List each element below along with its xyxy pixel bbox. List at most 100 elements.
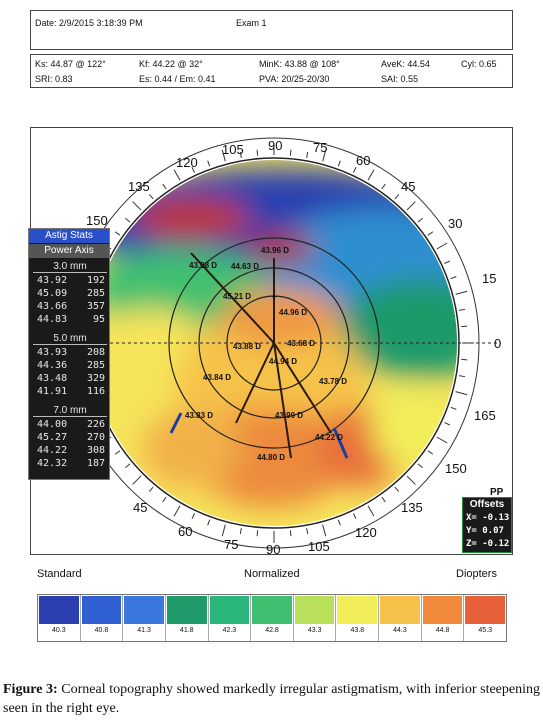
power-axis-header[interactable]: Power Axis [29, 244, 109, 258]
astig-axis: 285 [86, 288, 105, 299]
degree-tick [191, 513, 196, 520]
astig-stats-title[interactable]: Astig Stats [29, 229, 109, 243]
degree-tick [191, 166, 196, 173]
figure-caption: Figure 3: Corneal topography showed mark… [3, 680, 540, 718]
astig-stats-panel: Astig Stats Power Axis 3.0 mm 43.92 192 45.… [28, 228, 110, 480]
degree-tick [173, 169, 181, 181]
degree-tick [162, 496, 167, 503]
scale-cell: 41.3 [123, 595, 166, 641]
astig-axis: 308 [86, 445, 105, 456]
offset-y: Y= 0.07 [466, 526, 504, 536]
k-label-9: 43.83 D [185, 411, 213, 420]
scale-value: 40.8 [94, 627, 109, 634]
astig-power: 44.83 [37, 314, 68, 325]
deg-75-lower: 75 [224, 537, 238, 552]
degree-labels: 0 15 30 45 60 75 90 105 120 135 150 165 … [86, 138, 501, 555]
astig-axis: 187 [86, 458, 105, 469]
degree-tick [125, 463, 131, 469]
scale-swatch [465, 596, 506, 624]
meridian-lines [190, 252, 332, 459]
scale-value: 41.8 [179, 627, 194, 634]
svg-text:+: + [271, 292, 276, 302]
kf-value: Kf: 44.22 @ 32° [139, 59, 203, 69]
deg-120: 120 [176, 155, 198, 170]
astig-axis: 208 [86, 347, 105, 358]
offsets-title: Offsets [469, 499, 505, 510]
sri-value: SRI: 0.83 [35, 74, 73, 84]
degree-tick [207, 160, 211, 167]
offsets-box: Offsets X= -0.13 Y= 0.07 Z= -0.12 [462, 497, 512, 553]
degree-tick [306, 528, 309, 535]
k-label-2: 44.63 D [231, 262, 259, 271]
degree-tick [381, 496, 386, 503]
topography-svg: + 43.96 D 44.63 D 43.08 D 44.96 D 43.88 … [68, 137, 501, 555]
k-label-6: 43.68 D [287, 339, 315, 348]
astig-power: 41.91 [37, 386, 68, 397]
astig-axis: 192 [86, 275, 105, 286]
degree-tick [450, 276, 457, 280]
k-label-13: 44.94 D [269, 357, 297, 366]
scale-cell: 42.3 [209, 595, 252, 641]
degree-tick [417, 217, 423, 223]
degree-tick [162, 183, 167, 190]
k-label-11: 44.22 D [315, 433, 343, 442]
deg-135: 135 [128, 179, 150, 194]
degree-tick [114, 450, 121, 455]
degree-tick [436, 242, 448, 250]
figure-caption-text: Corneal topography showed markedly irreg… [3, 682, 540, 716]
deg-60: 60 [356, 153, 370, 168]
degree-tick [417, 463, 423, 469]
degree-tick [173, 505, 181, 517]
scale-swatch [124, 596, 164, 624]
deg-60-lower: 60 [178, 524, 192, 539]
degree-tick [406, 201, 416, 211]
degree-tick [461, 358, 468, 361]
degree-tick [322, 149, 327, 162]
astig-power: 43.93 [37, 347, 68, 358]
keratometry-box: Ks: 44.87 @ 122° Kf: 44.22 @ 32° MinK: 4… [30, 54, 513, 88]
degree-tick [256, 149, 259, 156]
degree-tick [125, 217, 131, 223]
scale-swatch [422, 596, 463, 624]
degree-tick [337, 160, 341, 167]
k-label-3: 43.08 D [189, 261, 217, 270]
astig-power: 44.36 [37, 360, 68, 371]
scale-swatch [337, 596, 378, 624]
ks-value: Ks: 44.87 @ 122° [35, 59, 106, 69]
k-label-10: 43.90 D [275, 411, 303, 420]
deg-45: 45 [401, 179, 415, 194]
offset-z: Z= -0.12 [466, 539, 510, 549]
scale-cell: 44.8 [422, 595, 465, 641]
deg-90-lower: 90 [266, 542, 280, 555]
degree-tick [148, 194, 154, 200]
k-label-8: 43.78 D [319, 377, 347, 386]
deg-105-lower: 105 [308, 539, 330, 554]
astig-section-label: 7.0 mm [33, 405, 107, 417]
astig-power: 44.00 [37, 419, 68, 430]
scale-swatch [294, 596, 335, 624]
scale-swatch [380, 596, 420, 624]
axis-marker-blue-2 [169, 412, 183, 434]
deg-165-lower: 165 [474, 408, 496, 423]
scale-cell: 43.3 [294, 595, 337, 641]
axis-marker-blue [332, 427, 349, 459]
k-value-labels: 43.96 D 44.63 D 43.08 D 44.96 D 43.88 D … [185, 246, 347, 462]
degree-tick [337, 519, 341, 526]
scale-value: 40.3 [52, 627, 66, 634]
astig-power: 43.48 [37, 373, 68, 384]
scale-swatch [39, 596, 79, 624]
astig-axis: 285 [86, 360, 105, 371]
degree-tick [444, 260, 451, 265]
degree-tick [455, 290, 468, 295]
deg-150-lower: 150 [445, 461, 467, 476]
astig-section-label: 5.0 mm [33, 333, 107, 345]
scale-value: 43.3 [307, 627, 322, 634]
scale-cell: 44.3 [379, 595, 422, 641]
degree-tick [148, 486, 154, 492]
astig-axis: 226 [86, 419, 105, 430]
degree-tick [394, 486, 400, 492]
deg-75: 75 [313, 140, 327, 155]
deg-105: 105 [222, 142, 244, 157]
scale-normalized-label: Normalized [244, 568, 300, 580]
degree-tick [132, 201, 142, 211]
